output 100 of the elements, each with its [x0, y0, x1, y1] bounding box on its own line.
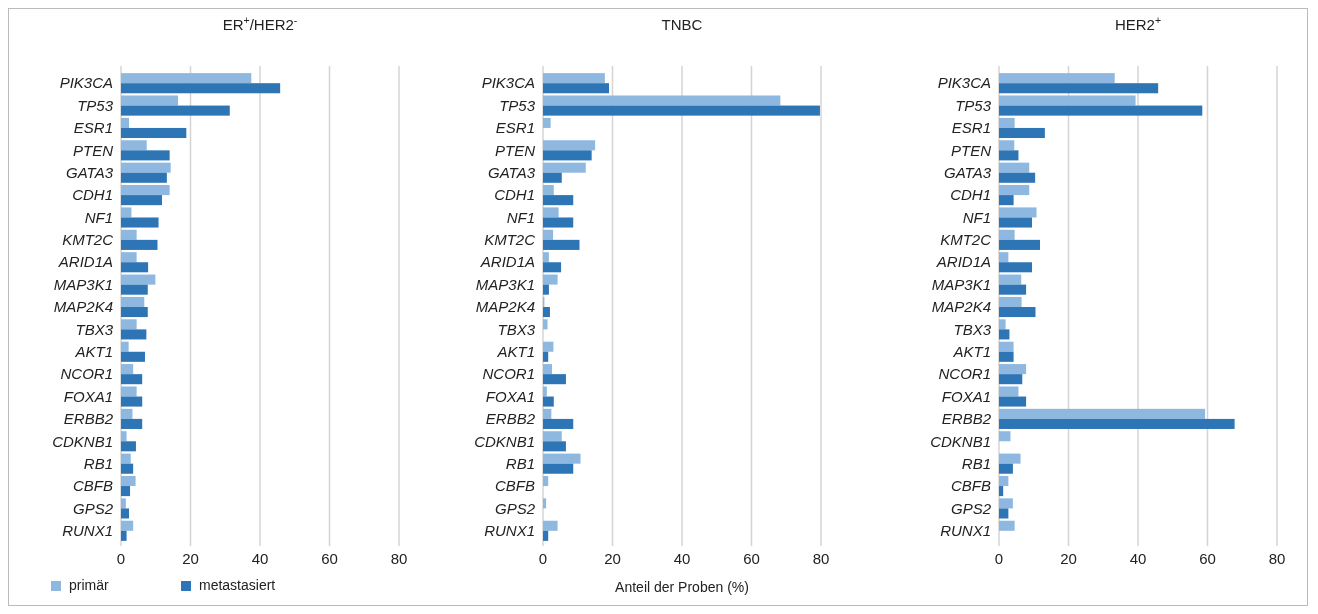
bar: [999, 117, 1015, 128]
bar: [543, 431, 562, 442]
bar: [543, 498, 547, 509]
bar: [543, 307, 550, 318]
y-tick-label: NCOR1: [482, 365, 535, 383]
y-tick-label: PTEN: [494, 141, 536, 159]
bar: [121, 185, 170, 196]
bar: [999, 319, 1006, 330]
bar: [121, 520, 134, 531]
y-tick-label: MAP3K1: [475, 275, 535, 293]
x-tick-label: 0: [994, 550, 1004, 567]
y-tick-label: ARID1A: [935, 253, 991, 271]
bar: [121, 95, 178, 106]
y-tick-label: ARID1A: [57, 253, 113, 271]
bar: [121, 374, 143, 385]
y-tick-label: GPS2: [950, 499, 992, 517]
y-tick-label: NF1: [962, 208, 991, 226]
y-tick-label: PIK3CA: [59, 74, 113, 92]
bar: [999, 475, 1009, 487]
bar: [121, 530, 127, 541]
bar: [121, 262, 149, 273]
bar: [999, 463, 1013, 474]
y-tick-label: CDH1: [494, 186, 535, 204]
bar: [121, 386, 137, 397]
bar: [999, 217, 1033, 228]
bar: [999, 185, 1030, 196]
bar: [543, 162, 586, 173]
bar: [121, 508, 129, 519]
bar: [543, 284, 549, 295]
x-tick-label: 80: [812, 550, 830, 567]
bar: [121, 117, 129, 128]
bar: [999, 252, 1009, 263]
bar: [121, 396, 143, 407]
bar: [543, 319, 548, 330]
bar: [121, 150, 170, 161]
y-tick-label: KMT2C: [62, 231, 114, 249]
y-tick-label: MAP2K4: [475, 298, 535, 316]
y-tick-label: ARID1A: [479, 253, 535, 271]
bar: [543, 341, 554, 352]
x-tick-label: 0: [116, 550, 126, 567]
bar: [999, 520, 1015, 531]
bar: [543, 364, 553, 375]
bar: [121, 431, 127, 442]
bar: [543, 185, 554, 196]
y-tick-label: GATA3: [944, 163, 992, 181]
x-tick-label: 20: [1060, 550, 1077, 567]
bar: [121, 239, 158, 250]
bar: [999, 229, 1015, 240]
y-tick-label: AKT1: [952, 343, 991, 361]
bar: [121, 83, 281, 94]
bar: [543, 217, 574, 228]
bar: [543, 207, 559, 218]
y-tick-label: PTEN: [72, 141, 114, 159]
bar: [999, 140, 1015, 151]
y-tick-label: ERBB2: [485, 410, 536, 428]
y-tick-label: PTEN: [950, 141, 992, 159]
y-tick-label: ESR1: [495, 119, 535, 137]
bar: [999, 284, 1027, 295]
y-tick-label: CDH1: [950, 186, 991, 204]
bar: [121, 351, 145, 362]
bar: [121, 284, 148, 295]
chart-title: HER2$^{+}$: [1114, 14, 1162, 33]
x-tick-label: 80: [1268, 550, 1286, 567]
bar: [543, 475, 549, 487]
bar: [543, 396, 554, 407]
y-tick-label: ERBB2: [941, 410, 992, 428]
bar: [543, 195, 574, 206]
bar: [543, 140, 596, 151]
x-axis-title: Anteil der Proben (%): [615, 579, 749, 595]
y-tick-label: CDKNB1: [52, 432, 113, 450]
bar: [543, 520, 558, 531]
bar: [999, 150, 1019, 161]
bar: [543, 252, 549, 263]
x-tick-label: 20: [604, 550, 621, 567]
bar: [543, 117, 551, 128]
bar: [121, 453, 131, 464]
bar: [543, 239, 580, 250]
bar: [999, 341, 1014, 352]
bar: [543, 408, 552, 419]
bar: [999, 453, 1021, 464]
bar: [121, 486, 131, 497]
bar: [999, 195, 1014, 206]
x-tick-label: 60: [321, 550, 338, 567]
bar: [121, 172, 167, 183]
bar: [543, 386, 547, 397]
bar: [121, 364, 134, 375]
bar: [543, 229, 554, 240]
bar: [999, 486, 1004, 497]
y-tick-label: KMT2C: [940, 231, 992, 249]
y-tick-label: FOXA1: [485, 387, 535, 405]
bar: [121, 127, 187, 139]
chart-title: ER$^{+}$/HER2$^{-}$: [222, 14, 298, 33]
y-tick-label: CDKNB1: [930, 432, 991, 450]
y-tick-label: MAP3K1: [931, 275, 991, 293]
bar: [543, 73, 605, 84]
bar: [999, 307, 1036, 318]
y-tick-label: RUNX1: [484, 522, 535, 540]
x-tick-label: 80: [390, 550, 408, 567]
bar: [999, 364, 1027, 375]
bar: [999, 105, 1203, 116]
